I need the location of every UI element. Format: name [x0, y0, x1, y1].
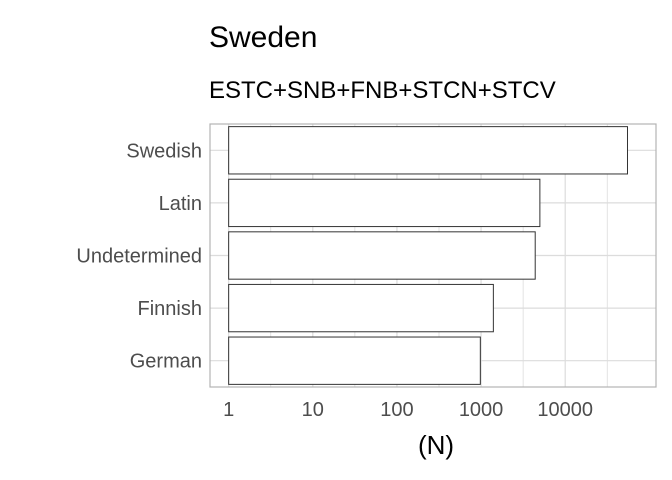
x-tick-label: 100: [380, 399, 413, 421]
x-axis-title: (N): [418, 430, 454, 460]
y-tick-label: Undetermined: [76, 246, 202, 268]
bar: [228, 336, 481, 385]
panel-border: [209, 123, 657, 388]
x-tick-label: 10000: [537, 399, 593, 421]
x-tick-label: 1: [223, 399, 234, 421]
bar: [228, 231, 536, 280]
y-tick-label: Swedish: [126, 140, 202, 162]
chart-subtitle: ESTC+SNB+FNB+STCN+STCV: [209, 77, 556, 104]
bar: [228, 178, 541, 228]
y-tick-label: German: [130, 351, 202, 373]
bar: [228, 283, 494, 333]
bar: [228, 126, 628, 175]
x-tick-label: 1000: [459, 399, 504, 421]
y-tick-label: Latin: [159, 193, 202, 215]
y-tick-label: Finnish: [138, 298, 202, 320]
x-tick-label: 10: [302, 399, 324, 421]
plot-area: Swedish Latin Undetermined Finnish German 1 10…: [76, 123, 657, 421]
chart-title: Sweden: [209, 21, 317, 54]
